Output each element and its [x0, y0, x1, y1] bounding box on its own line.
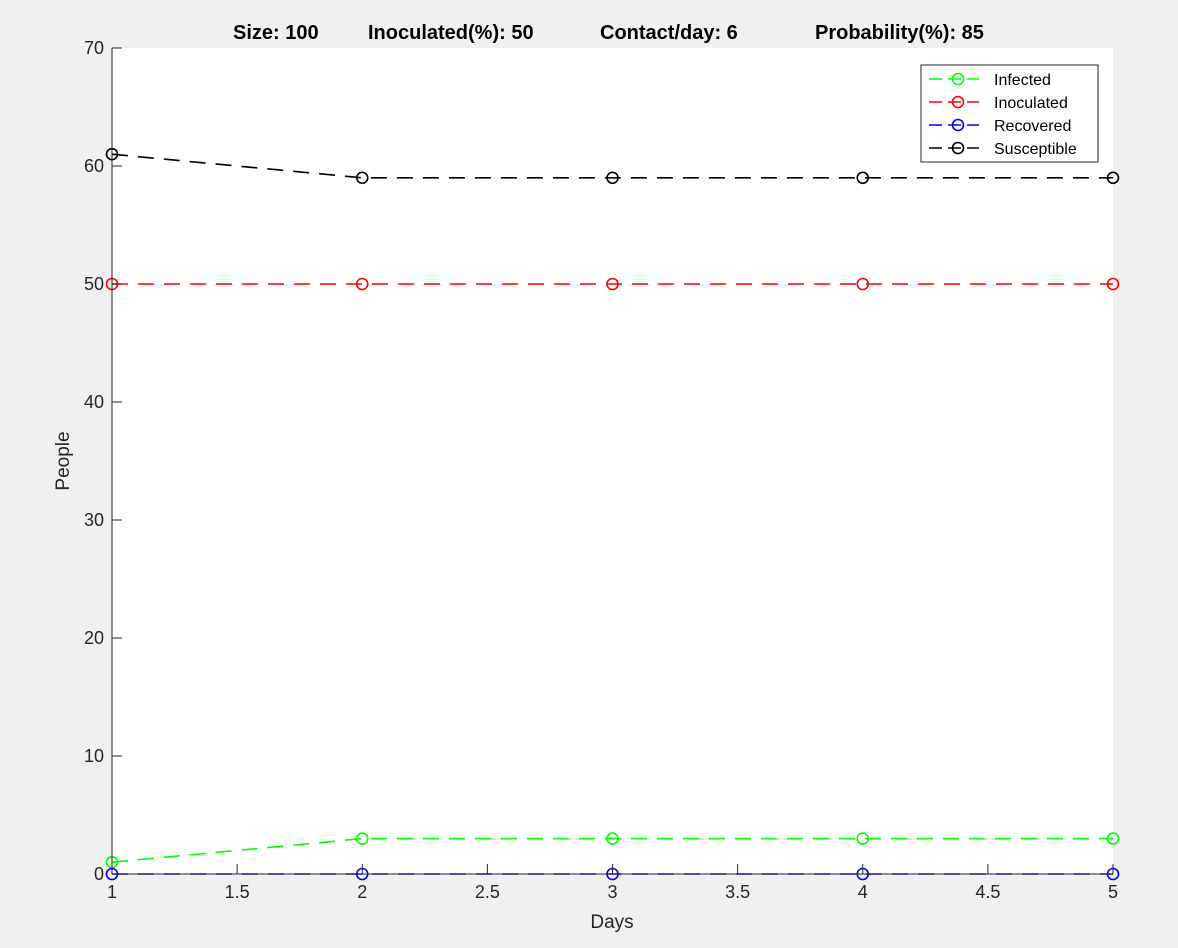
y-tick-label: 10	[84, 746, 104, 766]
legend-label-infected: Infected	[994, 72, 1051, 89]
legend-marker-infected	[951, 72, 965, 86]
header-contact-per-day: Contact/day: 6	[600, 22, 738, 44]
x-tick-label: 1	[107, 882, 117, 902]
series-line-infected	[111, 837, 1113, 863]
data-point-inoculated	[355, 277, 369, 291]
data-point-infected	[355, 832, 369, 845]
header-size: Size: 100	[233, 22, 319, 44]
legend-item-infected: Infected	[929, 72, 1051, 89]
data-point-infected	[606, 832, 619, 845]
y-tick-label: 40	[84, 392, 104, 412]
x-tick-label: 2	[357, 882, 367, 902]
legend-label-inoculated: Inoculated	[994, 95, 1068, 112]
plot-area	[112, 48, 1113, 874]
y-tick-label: 30	[84, 510, 104, 530]
x-tick-label: 2.5	[475, 882, 500, 902]
legend-entries: Infected Inoculated Recovered Susceptible	[929, 72, 1077, 158]
x-tick-label: 1.5	[225, 882, 250, 902]
legend-label-recovered: Recovered	[994, 118, 1071, 135]
series-line-susceptible	[111, 153, 1113, 179]
data-point-inoculated	[606, 277, 619, 291]
legend-box	[920, 64, 1099, 163]
x-tick-label: 3	[607, 882, 617, 902]
data-point-susceptible	[606, 171, 619, 185]
legend-item-inoculated: Inoculated	[929, 95, 1068, 112]
y-tick-label: 70	[84, 38, 104, 58]
y-tick-label: 60	[84, 156, 104, 176]
data-point-infected	[856, 832, 870, 845]
header-probability: Probability(%): 85	[815, 22, 984, 44]
data-point-inoculated	[1106, 277, 1120, 291]
header-inoculated: Inoculated(%): 50	[368, 22, 534, 44]
chart-header: Size: 100 Inoculated(%): 50 Contact/day:…	[233, 22, 984, 44]
y-ticks: 0 10 20 30 40 50 60 70	[84, 38, 122, 884]
data-point-susceptible	[856, 171, 870, 185]
data-point-susceptible	[1106, 171, 1120, 185]
legend-item-susceptible: Susceptible	[929, 141, 1077, 158]
x-tick-label: 5	[1108, 882, 1118, 902]
data-point-inoculated	[856, 277, 870, 291]
data-point-infected	[1106, 832, 1120, 845]
x-ticks: 1 1.5 2 2.5 3 3.5 4 4.5 5	[107, 864, 1118, 902]
x-tick-label: 4.5	[975, 882, 1000, 902]
legend-marker-inoculated	[951, 95, 965, 109]
legend-marker-recovered	[951, 118, 965, 132]
y-axis-label: People	[53, 431, 74, 490]
legend-marker-susceptible	[951, 141, 965, 155]
y-tick-label: 50	[84, 274, 104, 294]
x-axis-label: Days	[590, 912, 633, 933]
legend-item-recovered: Recovered	[929, 118, 1071, 135]
y-tick-label: 0	[94, 864, 104, 884]
y-tick-label: 20	[84, 628, 104, 648]
x-tick-label: 4	[858, 882, 868, 902]
legend-label-susceptible: Susceptible	[994, 141, 1077, 158]
legend: Infected Inoculated Recovered Susceptible	[920, 64, 1099, 163]
x-tick-label: 3.5	[725, 882, 750, 902]
data-point-susceptible	[355, 171, 369, 185]
